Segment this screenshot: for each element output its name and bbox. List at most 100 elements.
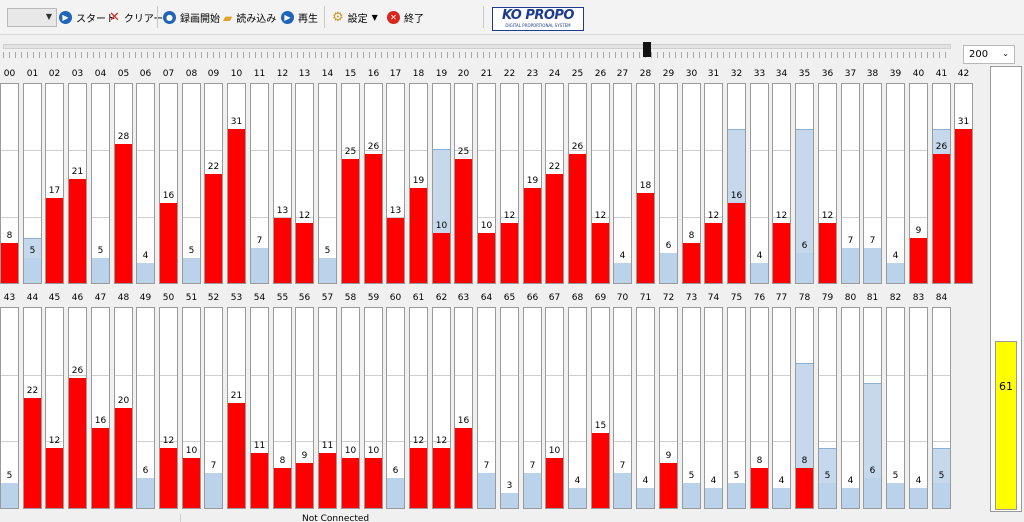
value-bar: [728, 483, 745, 508]
gridline: [137, 375, 154, 376]
gridline: [205, 441, 222, 442]
gridline: [819, 150, 836, 151]
channel-label: 36: [818, 67, 837, 82]
channel-label: 71: [636, 291, 655, 306]
channel-bar-34: 12: [772, 83, 791, 284]
value-label: 26: [935, 142, 948, 152]
channel-label: 26: [591, 67, 610, 82]
value-bar: [1, 483, 18, 508]
channel-label: 12: [273, 67, 292, 82]
value-bar: [410, 188, 427, 283]
channel-label: 77: [772, 291, 791, 306]
gridline: [773, 150, 790, 151]
channel-bar-18: 19: [409, 83, 428, 284]
channel-bar-49: 6: [136, 307, 155, 509]
channel-bar-58: 10: [341, 307, 360, 509]
gridline: [501, 217, 518, 218]
value-label: 5: [188, 246, 195, 256]
value-bar: [569, 488, 586, 508]
settings-button[interactable]: ⚙ 設定 ▼: [332, 9, 378, 26]
gridline: [92, 375, 109, 376]
channel-bar-48: 20: [114, 307, 133, 509]
gridline: [319, 150, 336, 151]
channel-label: 24: [545, 67, 564, 82]
start-button[interactable]: ▶ スタート: [59, 9, 116, 26]
value-bar: [24, 258, 41, 283]
gridline: [887, 217, 904, 218]
chevron-down-icon: ⌄: [1002, 49, 1009, 58]
gridline: [887, 150, 904, 151]
channel-label: 02: [45, 67, 64, 82]
chevron-down-icon: ▼: [371, 13, 378, 22]
gridline: [910, 375, 927, 376]
value-bar: [933, 483, 950, 508]
timeline-slider[interactable]: [3, 38, 951, 62]
value-label: 5: [6, 471, 13, 481]
gridline: [569, 150, 586, 151]
channel-label: 57: [318, 291, 337, 306]
channel-label: 23: [523, 67, 542, 82]
clear-button[interactable]: ✕ クリアー: [109, 9, 163, 26]
range-select[interactable]: 200 ⌄: [963, 45, 1015, 64]
channel-bar-42: 31: [954, 83, 973, 284]
value-bar: [842, 488, 859, 508]
gridline: [933, 441, 950, 442]
value-label: 12: [503, 211, 516, 221]
channel-bar-15: 25: [341, 83, 360, 284]
value-label: 8: [688, 231, 695, 241]
gridline: [69, 375, 86, 376]
play-button[interactable]: ▶ 再生: [281, 9, 318, 26]
value-label: 6: [801, 241, 808, 251]
gridline: [137, 150, 154, 151]
slider-thumb[interactable]: [643, 42, 651, 57]
channel-label: 40: [909, 67, 928, 82]
channel-label: 42: [954, 67, 973, 82]
start-label: スタート: [76, 14, 116, 25]
gridline: [387, 150, 404, 151]
channel-label: 78: [795, 291, 814, 306]
gridline: [319, 441, 336, 442]
value-label: 5: [892, 471, 899, 481]
channel-label: 17: [386, 67, 405, 82]
channel-bar-59: 10: [364, 307, 383, 509]
channel-label: 67: [545, 291, 564, 306]
value-label: 3: [506, 481, 513, 491]
exit-label: 終了: [404, 14, 424, 25]
channel-bar-27: 4: [613, 83, 632, 284]
status-divider: [180, 514, 181, 522]
value-label: 4: [847, 476, 854, 486]
value-bar: [115, 408, 132, 508]
record-button[interactable]: ● 録画開始: [163, 9, 220, 26]
channel-label: 16: [364, 67, 383, 82]
channel-bar-81: 6: [863, 307, 882, 509]
load-button[interactable]: ▰ 読み込み: [223, 9, 276, 26]
channel-bar-03: 21: [68, 83, 87, 284]
value-label: 12: [594, 211, 607, 221]
value-label: 6: [392, 466, 399, 476]
channel-bar-51: 10: [182, 307, 201, 509]
value-bar: [751, 263, 768, 283]
channel-label: 35: [795, 67, 814, 82]
channel-label: 43: [0, 291, 19, 306]
value-label: 16: [730, 191, 743, 201]
channel-bar-46: 26: [68, 307, 87, 509]
device-combo[interactable]: ▼: [7, 8, 57, 27]
channel-bar-63: 16: [454, 307, 473, 509]
channel-bar-36: 12: [818, 83, 837, 284]
channel-label: 52: [204, 291, 223, 306]
channel-label: 60: [386, 291, 405, 306]
channel-label: 70: [613, 291, 632, 306]
value-label: 12: [298, 211, 311, 221]
channel-label: 41: [932, 67, 951, 82]
exit-button[interactable]: ✕ 終了: [387, 9, 424, 26]
gridline: [410, 441, 427, 442]
value-label: 9: [301, 451, 308, 461]
status-text: Not Connected: [302, 514, 370, 522]
value-bar: [864, 248, 881, 283]
channel-bar-14: 5: [318, 83, 337, 284]
gridline: [365, 441, 382, 442]
peak-level: [864, 383, 881, 508]
gridline: [160, 375, 177, 376]
value-label: 4: [619, 251, 626, 261]
gridline: [773, 217, 790, 218]
